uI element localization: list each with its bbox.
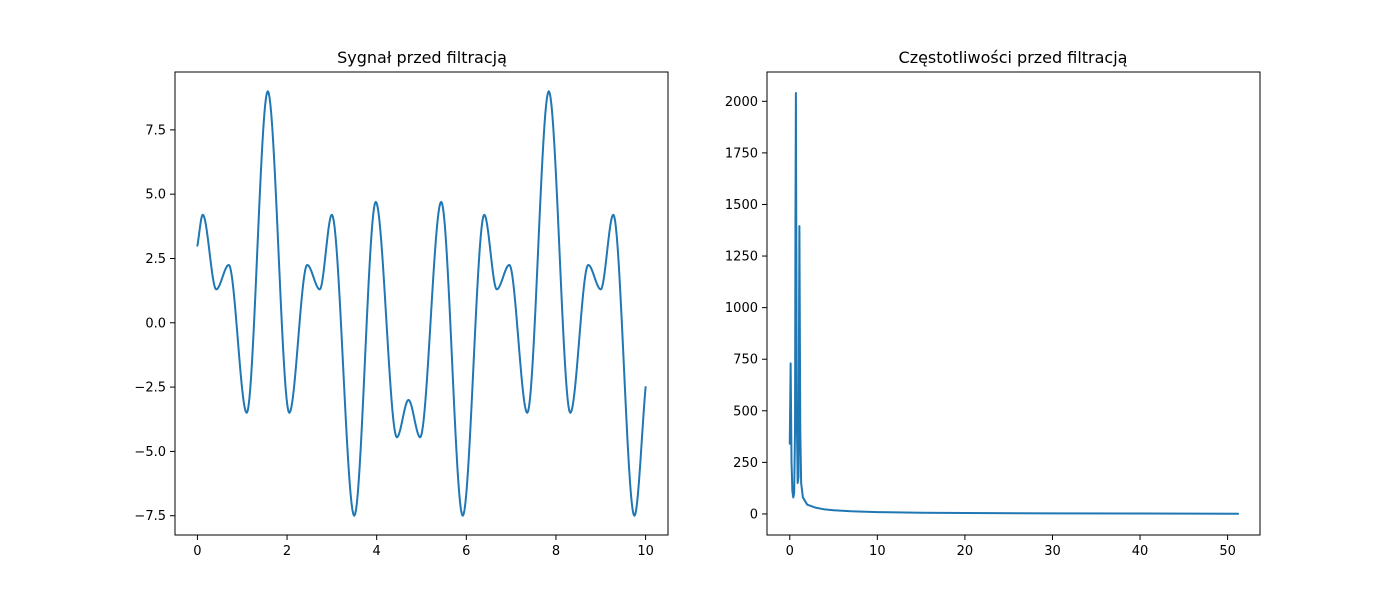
x-tick-label: 2 xyxy=(283,544,291,559)
y-tick-label: 1000 xyxy=(725,301,758,316)
x-tick-label: 50 xyxy=(1219,544,1236,559)
x-tick-label: 30 xyxy=(1044,544,1061,559)
y-tick-label: 750 xyxy=(733,353,758,368)
y-tick-label: 0 xyxy=(750,507,758,522)
series-line xyxy=(196,90,647,517)
y-tick-label: 0.0 xyxy=(145,316,166,331)
y-tick-label: 2.5 xyxy=(145,252,166,267)
y-tick-label: 2000 xyxy=(725,95,758,110)
y-tick-label: 7.5 xyxy=(145,123,166,138)
x-tick-label: 20 xyxy=(957,544,974,559)
x-tick-label: 0 xyxy=(193,544,201,559)
x-tick-label: 10 xyxy=(869,544,886,559)
axes-frame xyxy=(174,71,669,536)
y-tick-label: 1250 xyxy=(725,250,758,265)
series-line xyxy=(788,92,1240,515)
x-tick-label: 0 xyxy=(786,544,794,559)
x-tick-label: 40 xyxy=(1132,544,1149,559)
y-tick-label: 5.0 xyxy=(145,188,166,203)
chart-title: Częstotliwości przed filtracją xyxy=(899,48,1128,67)
y-tick-label: −5.0 xyxy=(134,445,166,460)
y-tick-label: −7.5 xyxy=(134,509,166,524)
y-tick-label: 1750 xyxy=(725,146,758,161)
x-tick-label: 8 xyxy=(552,544,560,559)
y-tick-label: 1500 xyxy=(725,198,758,213)
x-tick-label: 10 xyxy=(637,544,654,559)
y-tick-label: −2.5 xyxy=(134,381,166,396)
chart-title: Sygnał przed filtracją xyxy=(337,48,507,67)
plot-frequencies-before-filtering: Częstotliwości przed filtracją 0 10 20 30 40… xyxy=(725,48,1261,559)
x-tick-label: 6 xyxy=(462,544,470,559)
y-tick-label: 250 xyxy=(733,456,758,471)
x-tick-label: 4 xyxy=(373,544,381,559)
y-tick-label: 500 xyxy=(733,404,758,419)
plot-signal-before-filtering: Sygnał przed filtracją 0 2 4 6 8 10 −7.5 −5.0 −2… xyxy=(134,48,669,559)
axes-frame xyxy=(766,71,1261,536)
